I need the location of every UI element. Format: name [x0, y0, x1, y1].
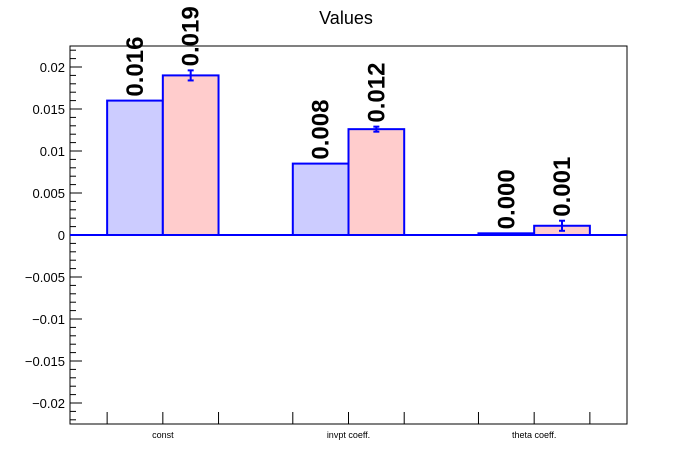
y-tick-label: 0.015 — [32, 102, 65, 117]
data-label: 0.000 — [493, 169, 520, 229]
bar — [291, 162, 350, 237]
x-category-label: const — [152, 430, 174, 440]
data-label: 0.019 — [178, 6, 205, 66]
y-tick-label: −0.005 — [25, 270, 65, 285]
y-tick-label: 0.02 — [40, 60, 65, 75]
data-label: 0.016 — [122, 37, 149, 97]
data-label: 0.012 — [363, 63, 390, 123]
data-label: 0.001 — [549, 157, 576, 217]
bar — [106, 99, 164, 236]
y-tick-label: 0 — [58, 228, 65, 243]
plot-area: 0.02 0.015 0.01 0.005 0 −0.005 −0.01 −0.015 −0.0… — [25, 6, 628, 440]
y-tick-label: −0.02 — [32, 396, 65, 411]
x-category-label: invpt coeff. — [327, 430, 370, 440]
y-tick-label: −0.01 — [32, 312, 65, 327]
chart-title: Values — [319, 8, 373, 28]
bar — [161, 74, 220, 237]
y-tick-label: 0.01 — [40, 144, 65, 159]
bar — [347, 128, 406, 236]
data-label: 0.008 — [308, 100, 335, 160]
y-tick-label: 0.005 — [32, 186, 65, 201]
x-category-label: theta coeff. — [512, 430, 556, 440]
y-tick-label: −0.015 — [25, 354, 65, 369]
